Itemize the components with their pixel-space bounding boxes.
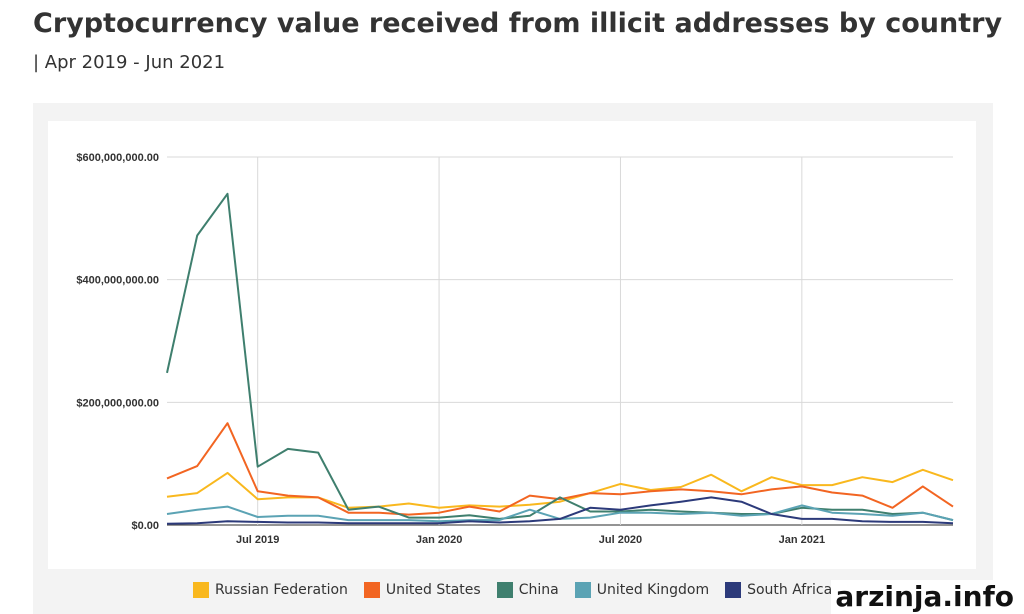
series-line-russian-federation	[166, 468, 954, 509]
series-line-china	[166, 192, 954, 522]
legend-item: United Kingdom	[574, 582, 710, 598]
grid-lines	[167, 156, 953, 526]
x-tick-label: Jul 2020	[599, 534, 642, 546]
y-tick-label: $0.00	[131, 520, 159, 532]
legend-item: China	[496, 582, 559, 598]
legend-label: United States	[385, 582, 481, 598]
legend-item: United States	[363, 582, 481, 598]
legend-item: Russian Federation	[193, 582, 348, 598]
legend-swatch	[725, 582, 742, 598]
legend-swatch	[574, 582, 591, 598]
legend-swatch	[496, 582, 513, 598]
x-tick-label: Jul 2019	[236, 534, 279, 546]
x-tick-label: Jan 2020	[416, 534, 462, 546]
plot-card	[48, 121, 976, 569]
y-tick-label: $200,000,000.00	[76, 397, 159, 409]
legend-swatch	[193, 582, 209, 598]
series-lines	[166, 192, 954, 525]
y-axis-ticks: $0.00 $200,000,000.00 $400,000,000.00 $600,…	[76, 152, 159, 532]
chart-title: Cryptocurrency value received from illic…	[33, 8, 1003, 39]
y-tick-label: $400,000,000.00	[76, 275, 159, 287]
legend: Russian Federation United States China Unit…	[193, 582, 832, 598]
legend-label: China	[518, 582, 559, 598]
series-line-south-africa	[166, 496, 954, 525]
legend-label: South Africa	[747, 582, 833, 598]
legend-item: South Africa	[725, 582, 832, 598]
legend-label: Russian Federation	[215, 582, 348, 598]
x-tick-label: Jan 2021	[779, 534, 825, 546]
legend-swatch	[363, 582, 380, 598]
legend-label: United Kingdom	[596, 582, 710, 598]
chart-subtitle: | Apr 2019 - Jun 2021	[33, 52, 226, 73]
series-line-united-states	[166, 422, 954, 516]
x-axis-ticks: Jul 2019 Jan 2020 Jul 2020 Jan 2021	[236, 534, 825, 546]
watermark: arzinja.info	[831, 580, 1018, 614]
y-tick-label: $600,000,000.00	[76, 152, 159, 164]
